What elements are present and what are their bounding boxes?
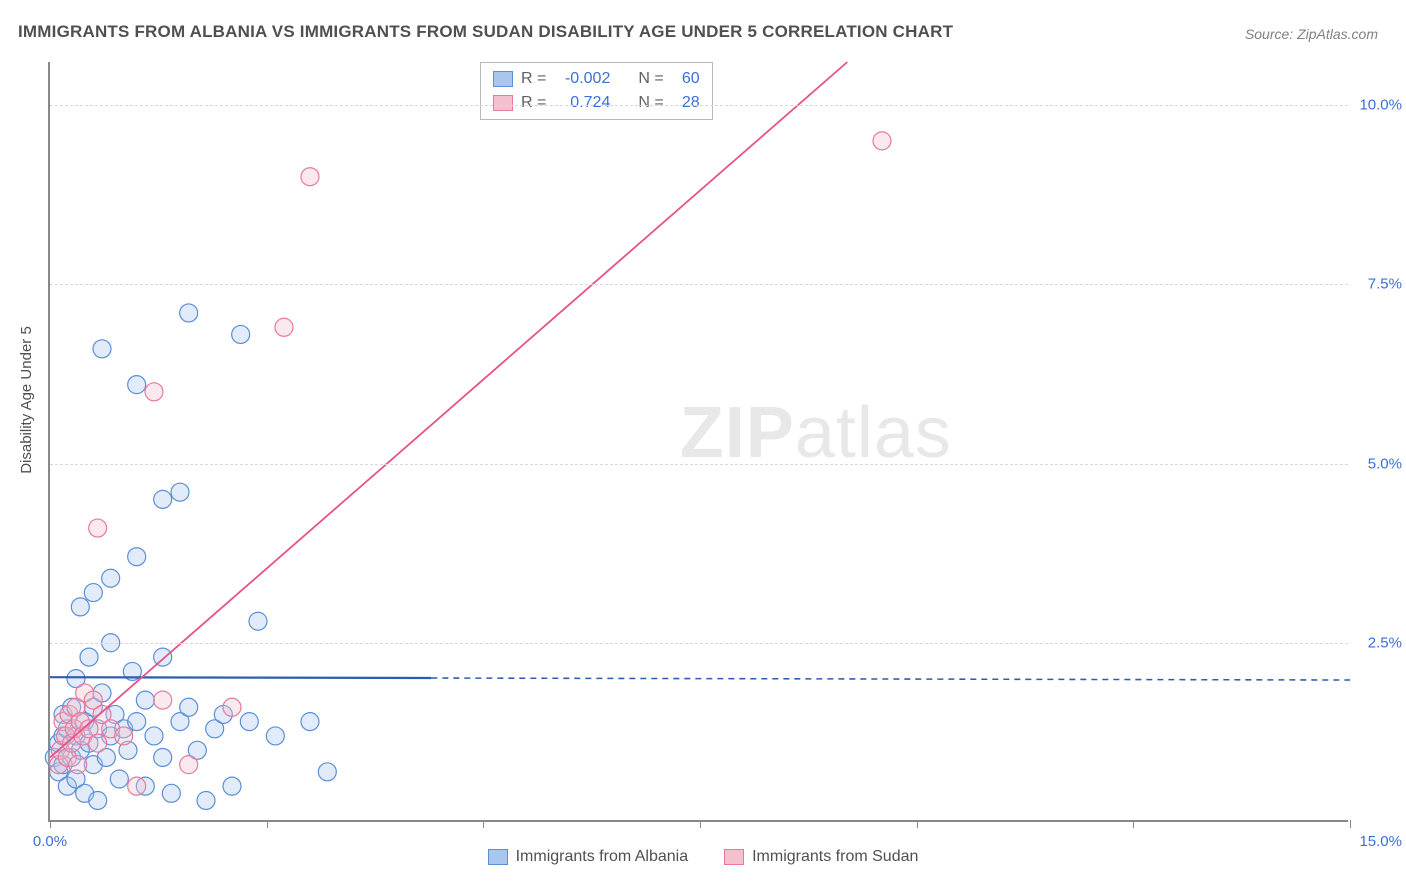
scatter-point — [128, 548, 146, 566]
scatter-point — [89, 519, 107, 537]
scatter-point — [873, 132, 891, 150]
legend-swatch — [493, 95, 513, 111]
stats-legend-box: R = -0.002 N = 60 R = 0.724 N = 28 — [480, 62, 713, 120]
scatter-point — [180, 756, 198, 774]
stats-row: R = -0.002 N = 60 — [493, 67, 700, 91]
gridline — [50, 464, 1348, 465]
stats-row: R = 0.724 N = 28 — [493, 91, 700, 115]
scatter-point — [110, 770, 128, 788]
legend-swatch — [493, 71, 513, 87]
scatter-point — [89, 791, 107, 809]
scatter-point — [115, 727, 133, 745]
scatter-point — [301, 713, 319, 731]
scatter-point — [128, 376, 146, 394]
y-tick-label: 5.0% — [1368, 455, 1402, 472]
trend-line-dashed — [431, 678, 1350, 680]
legend-swatch — [724, 849, 744, 865]
scatter-point — [71, 598, 89, 616]
scatter-point — [102, 569, 120, 587]
x-tick — [267, 820, 268, 828]
stats-n-value: 28 — [672, 91, 700, 115]
source-attribution: Source: ZipAtlas.com — [1245, 26, 1378, 42]
scatter-point — [180, 698, 198, 716]
y-tick-label: 10.0% — [1359, 97, 1402, 114]
x-tick — [1133, 820, 1134, 828]
scatter-point — [232, 325, 250, 343]
scatter-point — [197, 791, 215, 809]
stats-n-value: 60 — [672, 67, 700, 91]
bottom-legend: Immigrants from Albania Immigrants from S… — [0, 848, 1406, 870]
stats-r-value: 0.724 — [554, 91, 610, 115]
scatter-point — [171, 483, 189, 501]
gridline — [50, 105, 1348, 106]
scatter-point — [223, 698, 241, 716]
scatter-point — [84, 584, 102, 602]
scatter-point — [80, 648, 98, 666]
scatter-point — [180, 304, 198, 322]
scatter-point — [93, 340, 111, 358]
y-tick-label: 2.5% — [1368, 634, 1402, 651]
scatter-point — [162, 784, 180, 802]
stats-r-value: -0.002 — [554, 67, 610, 91]
y-axis-title: Disability Age Under 5 — [18, 326, 35, 474]
legend-item: Immigrants from Sudan — [724, 848, 918, 866]
scatter-point — [128, 777, 146, 795]
legend-label: Immigrants from Sudan — [752, 848, 918, 866]
scatter-point — [154, 691, 172, 709]
trend-line — [50, 677, 431, 678]
scatter-point — [223, 777, 241, 795]
scatter-svg — [50, 62, 1348, 820]
scatter-point — [275, 318, 293, 336]
scatter-point — [136, 691, 154, 709]
legend-label: Immigrants from Albania — [516, 848, 689, 866]
scatter-point — [145, 727, 163, 745]
x-tick — [917, 820, 918, 828]
x-tick — [483, 820, 484, 828]
scatter-point — [266, 727, 284, 745]
scatter-point — [154, 490, 172, 508]
stats-r-label: R = — [521, 67, 546, 91]
x-tick — [1350, 820, 1351, 828]
scatter-point — [128, 713, 146, 731]
y-tick-label: 7.5% — [1368, 276, 1402, 293]
scatter-point — [154, 648, 172, 666]
stats-n-label: N = — [638, 67, 663, 91]
legend-swatch — [488, 849, 508, 865]
gridline — [50, 284, 1348, 285]
stats-n-label: N = — [638, 91, 663, 115]
legend-item: Immigrants from Albania — [488, 848, 689, 866]
scatter-point — [145, 383, 163, 401]
scatter-point — [154, 748, 172, 766]
scatter-point — [69, 756, 87, 774]
x-tick — [50, 820, 51, 828]
scatter-point — [89, 734, 107, 752]
stats-r-label: R = — [521, 91, 546, 115]
chart-title: IMMIGRANTS FROM ALBANIA VS IMMIGRANTS FR… — [18, 22, 953, 42]
gridline — [50, 643, 1348, 644]
scatter-point — [249, 612, 267, 630]
scatter-point — [301, 168, 319, 186]
plot-area: ZIPatlas R = -0.002N = 60R = 0.724N = 28… — [48, 62, 1348, 822]
x-tick — [700, 820, 701, 828]
trend-line — [50, 62, 847, 757]
scatter-point — [240, 713, 258, 731]
scatter-point — [318, 763, 336, 781]
